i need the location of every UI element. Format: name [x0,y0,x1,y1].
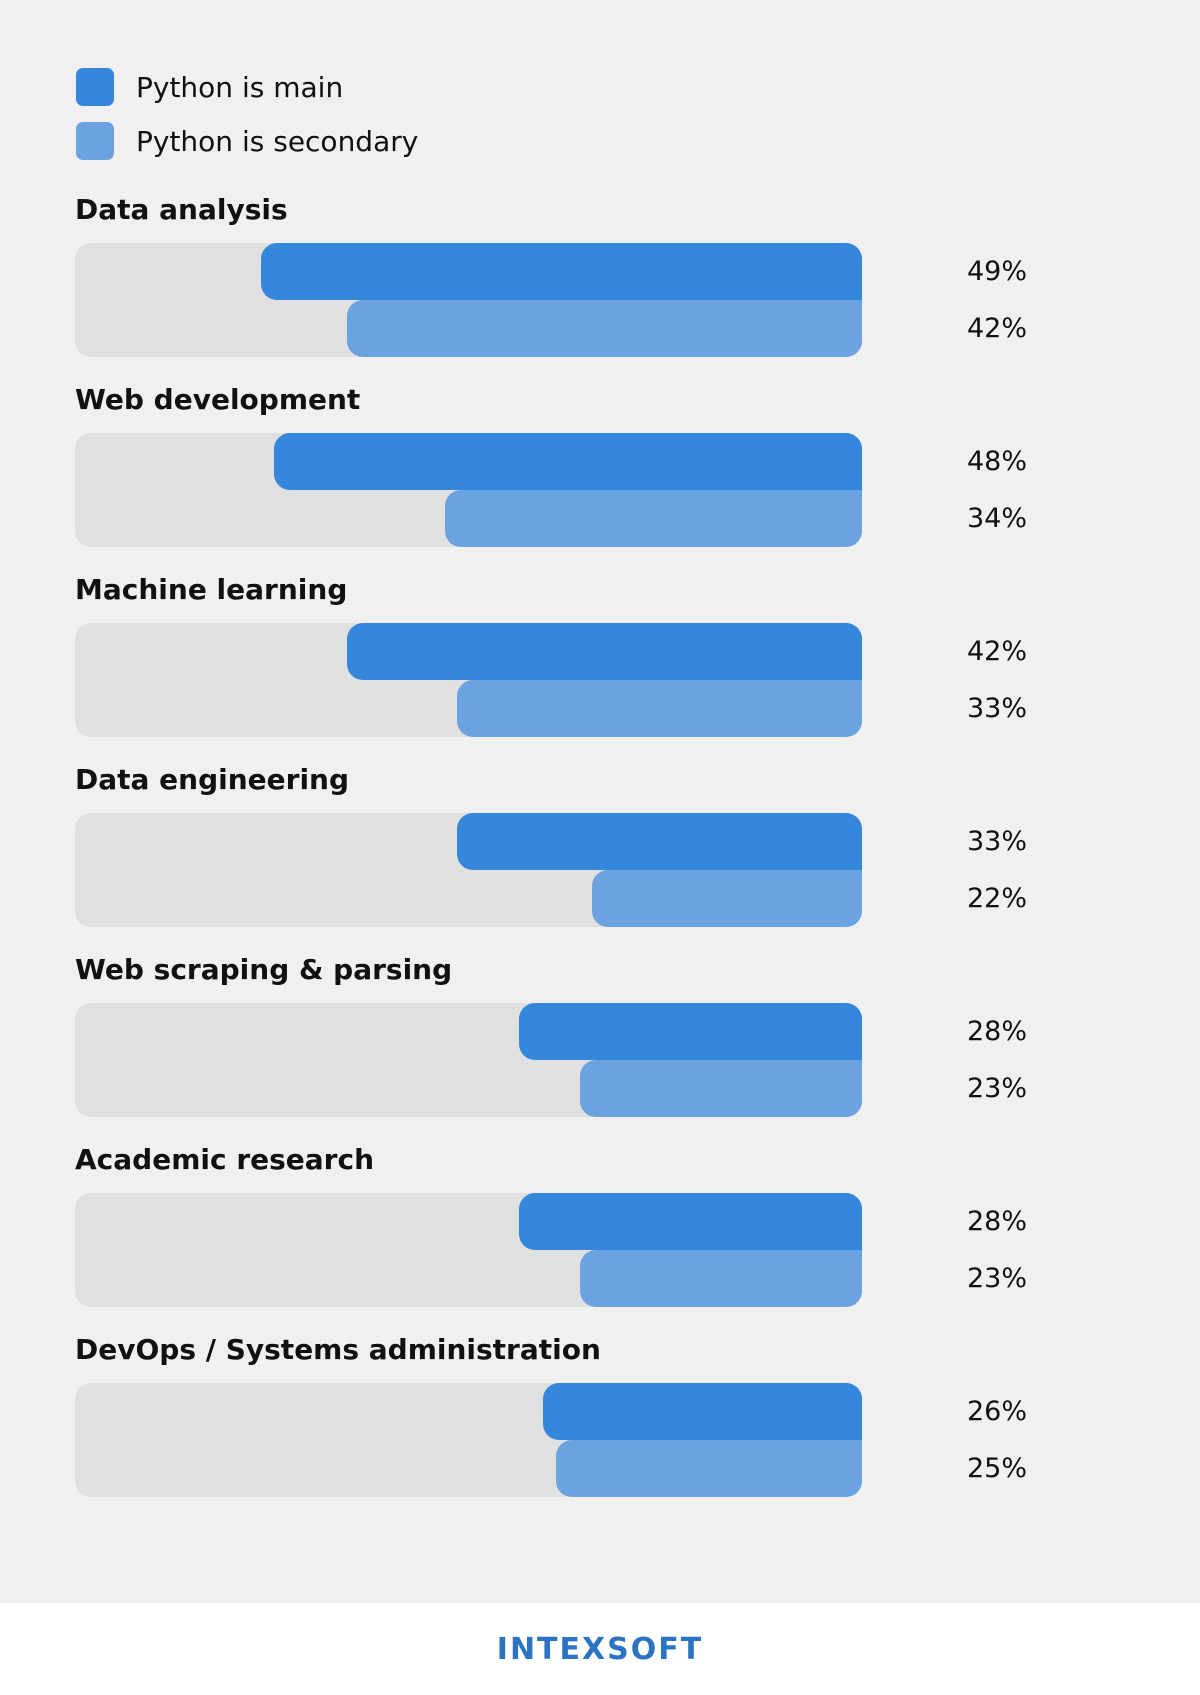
footer: INTEXSOFT [0,1603,1200,1695]
value-label-main: 28% [967,1206,1028,1237]
legend-swatch-secondary [76,122,114,160]
category-label: Machine learning [75,573,348,606]
bar-track [75,243,862,357]
category-label: Data analysis [75,193,288,226]
value-label-main: 48% [967,446,1028,477]
value-label-secondary: 25% [967,1453,1028,1484]
value-label-secondary: 33% [967,693,1028,724]
value-label-main: 26% [967,1396,1028,1427]
value-label-secondary: 23% [967,1073,1028,1104]
legend-swatch-main [76,68,114,106]
bar-main [347,623,862,680]
bar-group: Data analysis 49% 42% [75,192,1155,382]
bar-group: Academic research 28% 23% [75,1142,1155,1332]
value-label-secondary: 42% [967,313,1028,344]
bar-main [519,1003,862,1060]
brand-logo: INTEXSOFT [496,1631,704,1667]
legend-item-main: Python is main [76,68,418,106]
category-label: DevOps / Systems administration [75,1333,601,1366]
legend-label-main: Python is main [136,70,344,104]
bar-group: Web development 48% 34% [75,382,1155,572]
legend-item-secondary: Python is secondary [76,122,418,160]
category-label: Web development [75,383,361,416]
value-label-main: 49% [967,256,1028,287]
bar-secondary [457,680,862,737]
bar-main [261,243,862,300]
bar-main [543,1383,862,1440]
bar-secondary [580,1250,862,1307]
value-label-secondary: 34% [967,503,1028,534]
bar-secondary [556,1440,862,1497]
bar-group: DevOps / Systems administration 26% 25% [75,1332,1155,1522]
bar-track [75,1383,862,1497]
bar-track [75,433,862,547]
bar-track [75,1003,862,1117]
bar-track [75,623,862,737]
category-label: Data engineering [75,763,350,796]
bar-group: Data engineering 33% 22% [75,762,1155,952]
value-label-main: 28% [967,1016,1028,1047]
bar-secondary [347,300,862,357]
bar-main [274,433,862,490]
bar-secondary [592,870,862,927]
bar-secondary [445,490,862,547]
category-label: Academic research [75,1143,375,1176]
value-label-secondary: 22% [967,883,1028,914]
bar-main [519,1193,862,1250]
value-label-secondary: 23% [967,1263,1028,1294]
value-label-main: 33% [967,826,1028,857]
bar-track [75,1193,862,1307]
legend-label-secondary: Python is secondary [136,124,419,158]
bar-main [457,813,862,870]
category-label: Web scraping & parsing [75,953,453,986]
chart-legend: Python is main Python is secondary [76,68,418,176]
bar-secondary [580,1060,862,1117]
value-label-main: 42% [967,636,1028,667]
bar-group: Machine learning 42% 33% [75,572,1155,762]
bar-track [75,813,862,927]
bar-group: Web scraping & parsing 28% 23% [75,952,1155,1142]
bar-groups: Data analysis 49% 42% Web development 48% 34%… [75,192,1155,1522]
